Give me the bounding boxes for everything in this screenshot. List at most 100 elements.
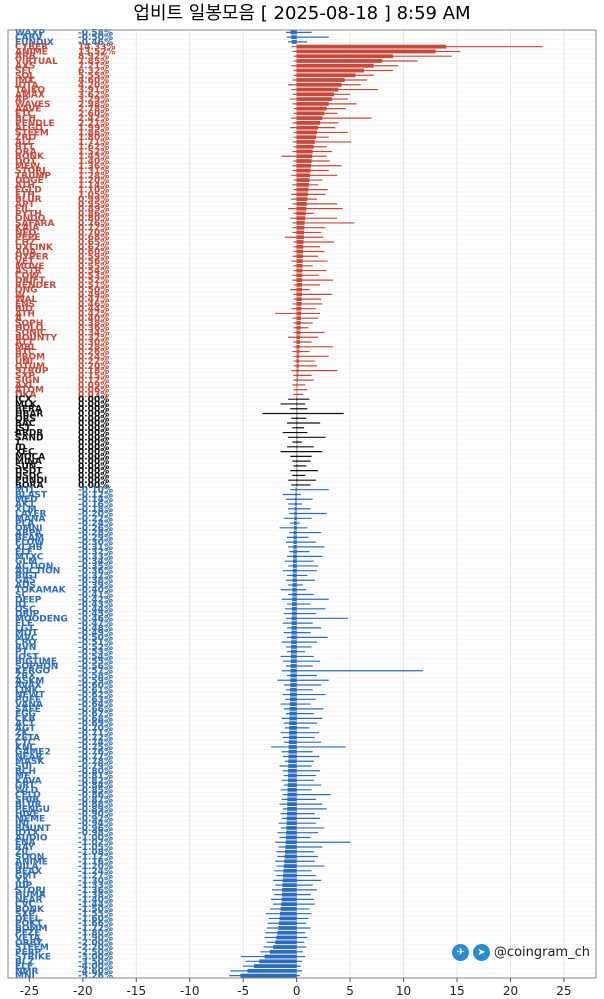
pct-label: -1.08%	[78, 848, 113, 858]
pct-label: -0.98%	[78, 829, 113, 839]
pct-label: -0.69%	[78, 719, 113, 729]
coin-label: PLA	[15, 519, 34, 529]
bar	[296, 101, 329, 106]
coin-label: XEC	[15, 448, 35, 458]
coin-label: APT	[15, 200, 36, 210]
coin-label: GAME2	[15, 748, 51, 758]
bar	[290, 664, 297, 668]
pct-label: 0.72%	[78, 224, 109, 234]
pct-label: -0.72%	[78, 733, 113, 743]
bar	[296, 216, 306, 221]
bar	[296, 125, 319, 130]
pct-label: -0.32%	[78, 548, 113, 558]
pct-label: 6.32%	[78, 66, 109, 76]
pct-label: 0.49%	[78, 290, 109, 300]
bar	[296, 282, 303, 287]
pct-label: -0.46%	[78, 38, 113, 48]
coin-label: ELF	[15, 548, 33, 558]
coin-label: SXP	[15, 371, 35, 381]
coin-label: ATH	[15, 309, 35, 319]
pct-label: 1.20%	[78, 176, 109, 186]
bar	[247, 968, 297, 973]
bar	[296, 63, 374, 68]
pct-label: 0.70%	[78, 228, 109, 238]
coin-label: RENDER	[15, 281, 56, 291]
coin-label: ICX	[15, 395, 32, 405]
coin-label: GLM	[15, 557, 37, 567]
coin-label: ENA	[15, 838, 36, 848]
bar	[296, 106, 327, 111]
bar	[296, 387, 298, 392]
coin-label: EGG	[15, 710, 36, 720]
pct-label: -1.16%	[78, 857, 113, 867]
coin-label: MOODENG	[15, 614, 68, 624]
bar	[293, 540, 297, 545]
pct-label: 0.34%	[78, 329, 109, 339]
pct-label: 0.00%	[78, 481, 109, 491]
pct-label: -1.90%	[78, 934, 113, 944]
pct-label: 0.00%	[78, 433, 109, 443]
pct-label: -0.79%	[78, 762, 113, 772]
x-tick-label: 20	[503, 984, 518, 998]
bar	[296, 330, 301, 335]
bar	[259, 959, 297, 964]
pct-label: -0.20%	[78, 510, 113, 520]
coin-label: STORJ	[15, 167, 46, 177]
bar	[296, 87, 339, 92]
coin-label: MBL	[15, 343, 37, 353]
bar	[281, 897, 297, 902]
coin-label: DRIFT	[15, 276, 46, 286]
coin-label: AVAX	[15, 681, 42, 691]
pct-label: -0.81%	[78, 772, 113, 782]
pct-label: -1.44%	[78, 900, 113, 910]
bar	[296, 192, 308, 197]
bar	[296, 182, 309, 187]
pct-label: 0.20%	[78, 362, 109, 372]
bar	[293, 544, 297, 549]
pct-label: -0.43%	[78, 600, 113, 610]
pct-label: 3.29%	[78, 95, 109, 105]
pct-label: 1.52%	[78, 147, 109, 157]
pct-label: 1.10%	[78, 186, 109, 196]
pct-label: -0.54%	[78, 652, 113, 662]
pct-label: 0.00%	[78, 448, 109, 458]
coin-label: MEME	[15, 814, 45, 824]
coin-label: MINA	[15, 457, 42, 467]
bar	[296, 344, 300, 349]
pct-label: -0.31%	[78, 543, 113, 553]
coin-label: MNI	[15, 972, 35, 982]
pct-label: 1.14%	[78, 181, 109, 191]
bar	[287, 773, 297, 778]
pct-label: -0.58%	[78, 671, 113, 681]
coin-label: BEAX	[15, 867, 42, 877]
coin-label: ELE	[15, 619, 33, 629]
bar	[253, 964, 297, 968]
coin-label: SAND	[15, 433, 43, 443]
pct-label: -1.80%	[78, 929, 113, 939]
coin-label: KAIA	[15, 224, 39, 234]
bar	[296, 325, 301, 330]
coin-label: ZIL	[15, 848, 31, 858]
pct-label: -1.60%	[78, 914, 113, 924]
coin-label: SHIB	[15, 795, 39, 805]
x-tick-label: 10	[396, 984, 411, 998]
pct-label: -0.41%	[78, 591, 113, 601]
pct-label: 0.36%	[78, 324, 109, 334]
pct-label: 0.99%	[78, 195, 109, 205]
bar	[296, 54, 393, 59]
pct-label: -1.40%	[78, 895, 113, 905]
bar	[296, 144, 314, 149]
pct-label: -0.58%	[78, 28, 113, 38]
pct-label: -1.20%	[78, 862, 113, 872]
coin-label: ALT	[15, 138, 33, 148]
pct-label: 2.60%	[78, 109, 109, 119]
pct-label: 1.86%	[78, 128, 109, 138]
bar	[290, 687, 297, 692]
coin-label: BCH	[15, 767, 36, 777]
coin-label: HBAR	[15, 409, 43, 419]
coin-label: PROM	[15, 352, 45, 362]
bar	[289, 725, 297, 730]
coin-label: CELO	[15, 791, 41, 801]
bar	[296, 97, 332, 101]
coin-label: WAVES	[15, 100, 50, 110]
